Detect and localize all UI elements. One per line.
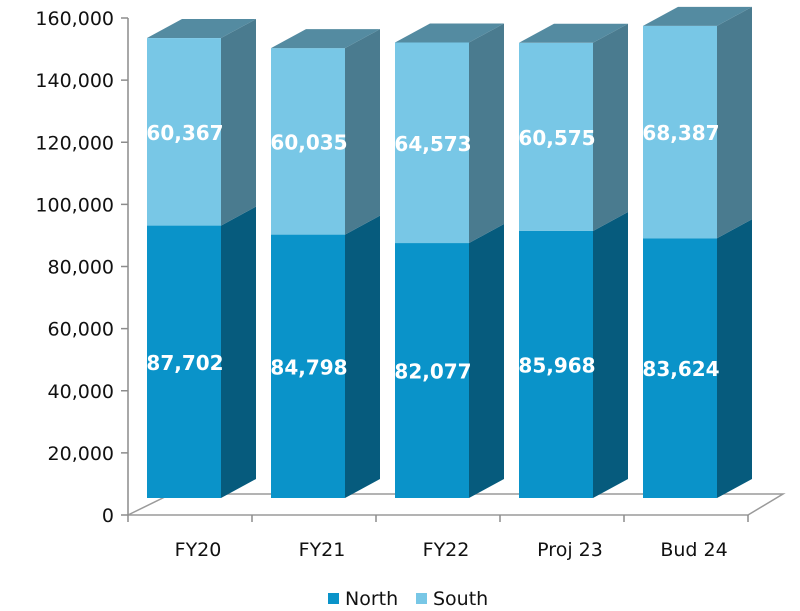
bar-north-1 [271, 234, 345, 499]
bar-north-2 [395, 243, 469, 498]
data-label-south-2: 64,573 [394, 132, 471, 156]
data-label-north-1: 84,798 [270, 355, 347, 379]
y-tick-label: 40,000 [48, 381, 114, 403]
bar-top-2 [395, 23, 504, 43]
bar-north-3 [519, 230, 593, 498]
legend-label: South [433, 588, 488, 610]
y-tick-label: 80,000 [48, 257, 114, 279]
bar-south-0 [147, 38, 221, 226]
data-label-south-3: 60,575 [518, 126, 595, 150]
x-tick-label: FY21 [299, 539, 346, 561]
bar-side-north-0 [221, 206, 256, 498]
y-tick-label: 60,000 [48, 319, 114, 341]
bar-side-north-3 [593, 211, 628, 498]
bar-south-2 [395, 42, 469, 244]
legend-item-south: South [416, 588, 488, 610]
bar-north-4 [643, 238, 717, 498]
bar-top-0 [147, 19, 256, 39]
data-label-north-0: 87,702 [146, 351, 223, 375]
bar-top-1 [271, 29, 380, 49]
bar-south-4 [643, 25, 717, 239]
data-label-south-1: 60,035 [270, 130, 347, 154]
bar-side-south-1 [345, 29, 380, 235]
bar-side-south-4 [717, 6, 752, 239]
y-tick-label: 160,000 [35, 8, 114, 30]
bar-side-south-0 [221, 19, 256, 226]
bar-side-north-4 [717, 219, 752, 498]
bar-top-4 [643, 6, 752, 26]
bar-side-south-3 [593, 23, 628, 231]
x-tick-label: FY22 [423, 539, 470, 561]
data-label-north-3: 85,968 [518, 353, 595, 377]
legend-label: North [345, 588, 398, 610]
data-label-north-4: 83,624 [642, 357, 719, 381]
bar-south-3 [519, 42, 593, 231]
y-tick-label: 120,000 [35, 132, 114, 154]
bar-side-north-2 [469, 224, 504, 498]
bar-side-north-1 [345, 215, 380, 499]
y-tick-label: 20,000 [48, 443, 114, 465]
data-label-south-4: 68,387 [642, 121, 719, 145]
x-tick-label: Proj 23 [537, 539, 603, 561]
legend-swatch [328, 593, 339, 604]
bar-north-0 [147, 225, 221, 498]
bar-top-3 [519, 23, 628, 43]
legend-swatch [416, 593, 427, 604]
x-tick-label: FY20 [175, 539, 222, 561]
legend-item-north: North [328, 588, 398, 610]
y-tick-label: 0 [102, 505, 114, 527]
data-label-north-2: 82,077 [394, 360, 471, 384]
y-tick-label: 140,000 [35, 70, 114, 92]
chart-floor [127, 493, 786, 516]
data-label-south-0: 60,367 [146, 121, 223, 145]
bar-side-south-2 [469, 23, 504, 244]
y-tick-label: 100,000 [35, 194, 114, 216]
x-tick-label: Bud 24 [660, 539, 727, 561]
bar-south-1 [271, 48, 345, 235]
